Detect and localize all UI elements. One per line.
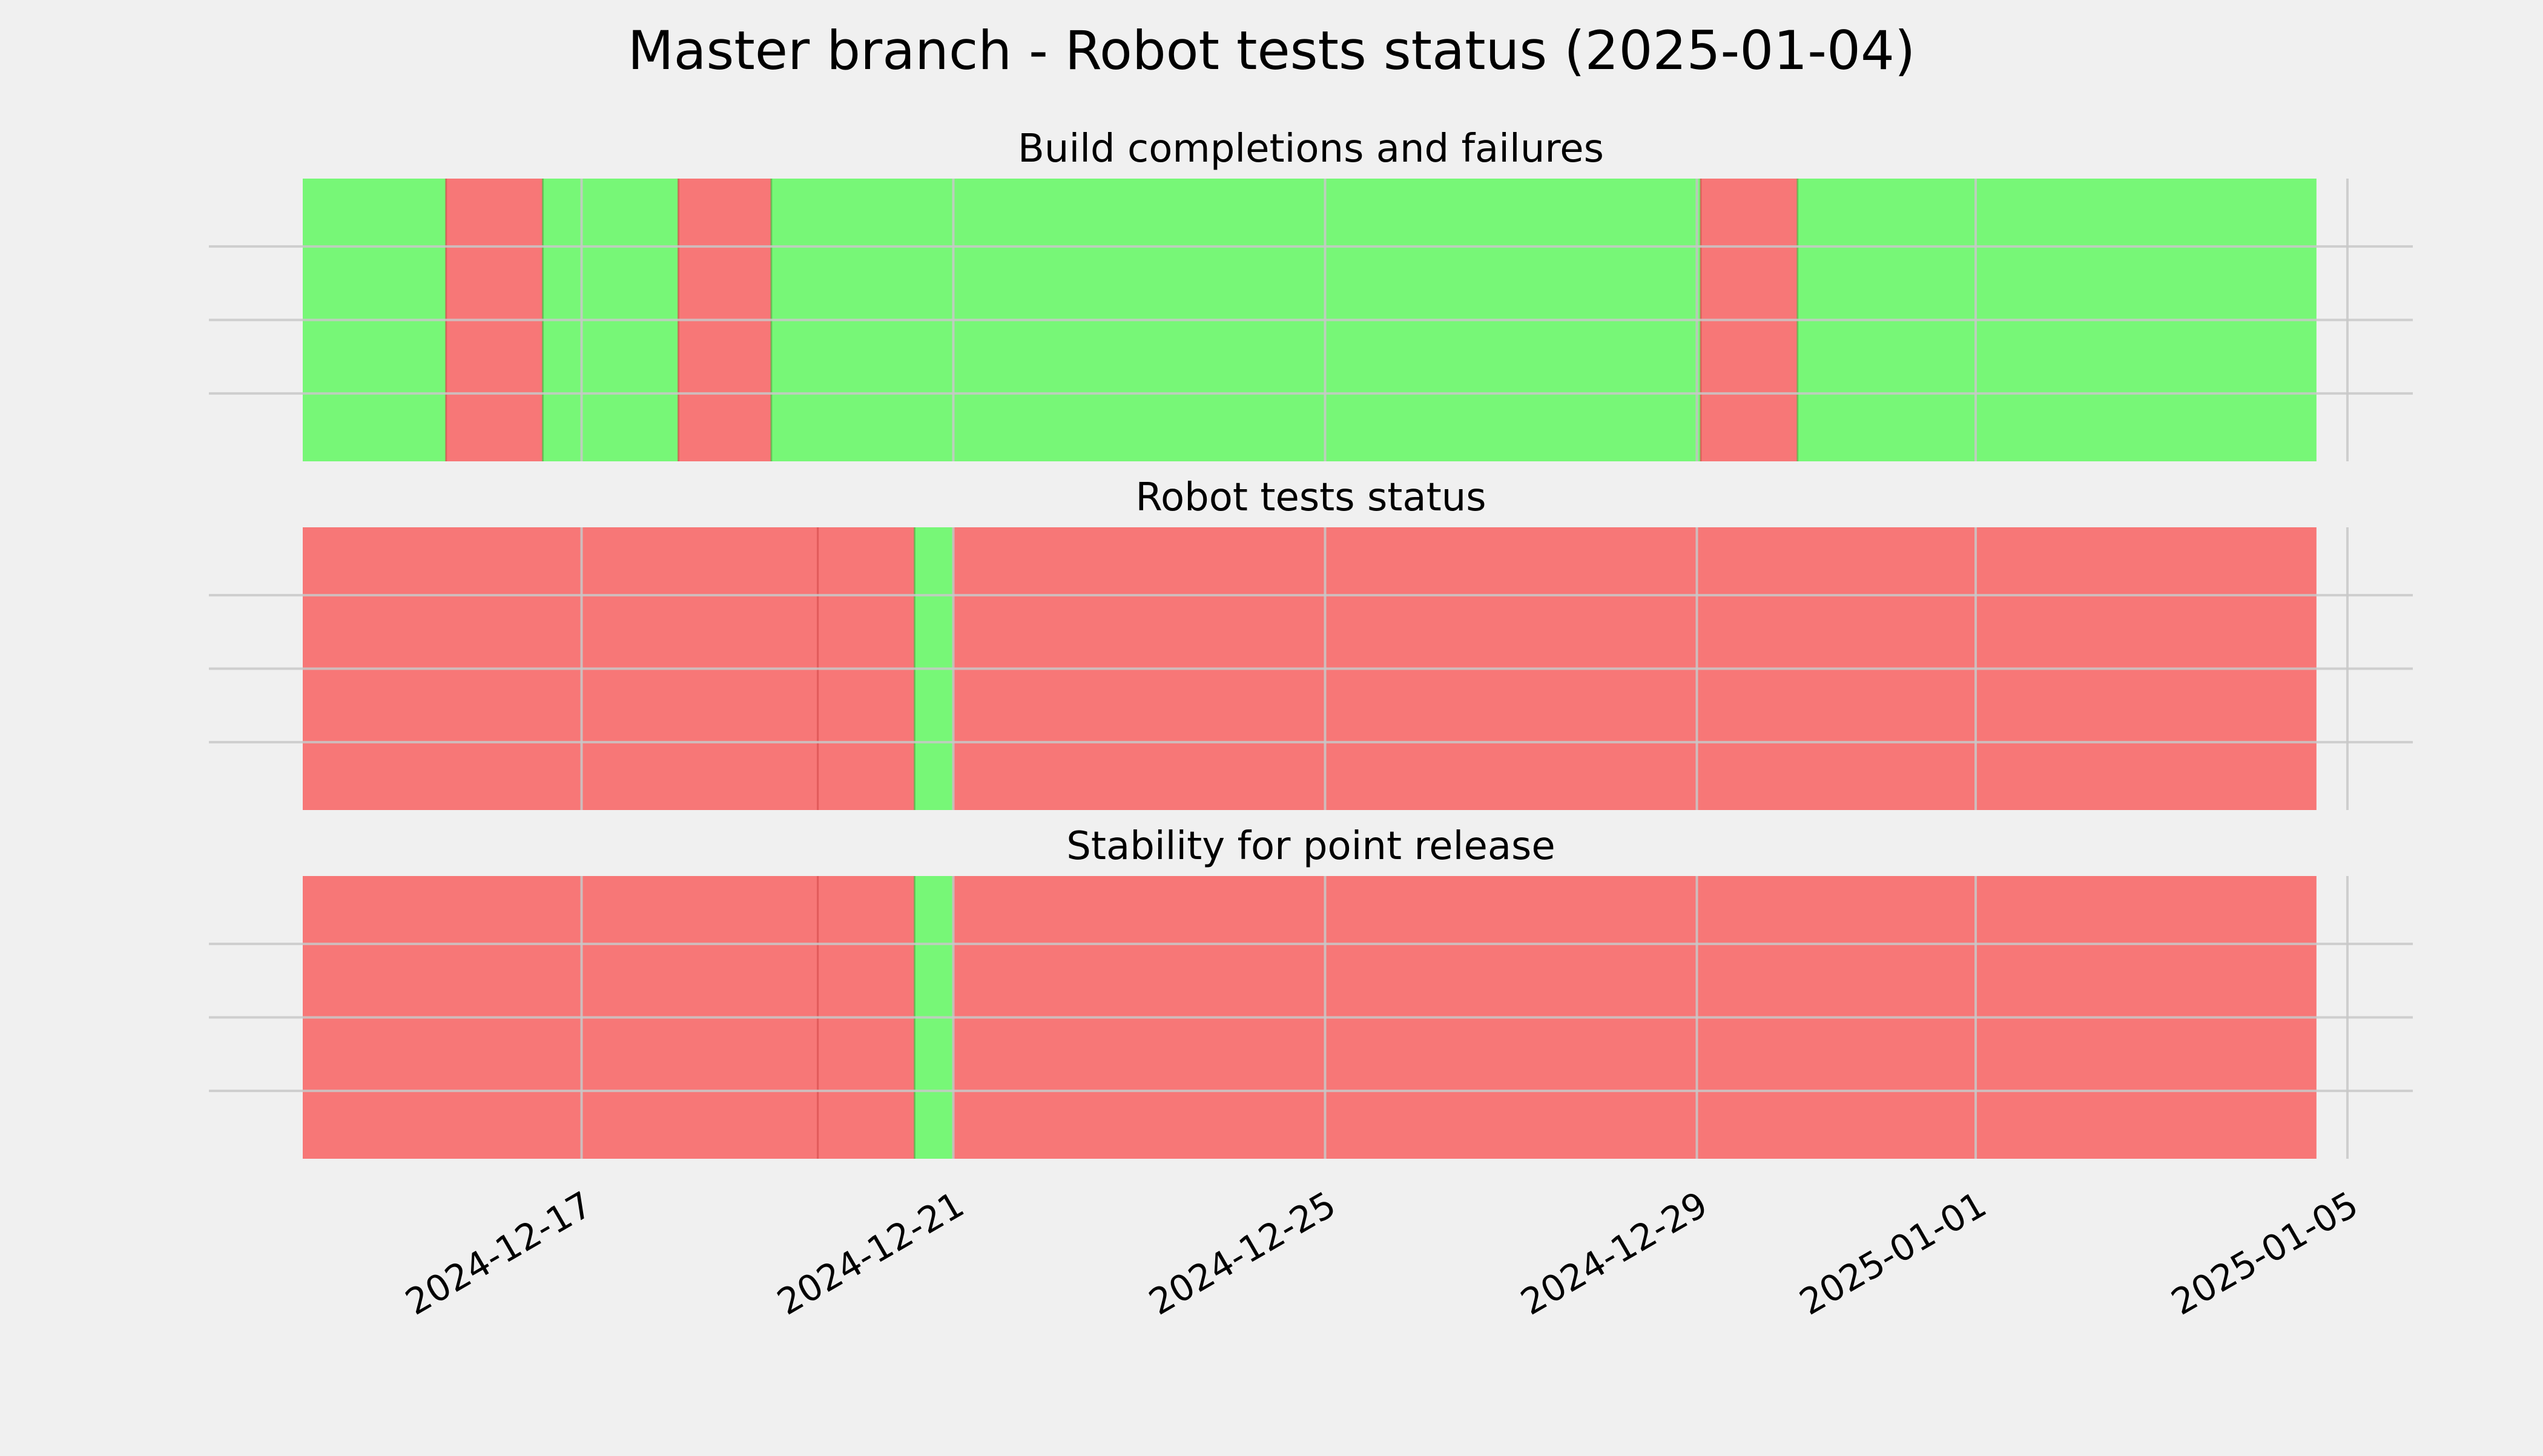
panel-title: Robot tests status bbox=[1135, 475, 1486, 520]
x-tick-label: 2024-12-17 bbox=[398, 1183, 599, 1323]
panel-2: Robot tests status bbox=[209, 475, 2413, 810]
x-tick-label: 2024-12-21 bbox=[770, 1183, 971, 1323]
panel-3: Stability for point release bbox=[209, 824, 2413, 1159]
x-tick-label: 2025-01-05 bbox=[2165, 1183, 2365, 1323]
panel-title: Stability for point release bbox=[1066, 824, 1555, 869]
x-tick-label: 2025-01-01 bbox=[1793, 1183, 1993, 1323]
x-tick-label: 2024-12-25 bbox=[1142, 1183, 1342, 1323]
x-tick-label: 2024-12-29 bbox=[1514, 1183, 1714, 1323]
panel-1: Build completions and failures bbox=[209, 127, 2413, 461]
panel-title: Build completions and failures bbox=[1018, 127, 1604, 171]
chart-title: Master branch - Robot tests status (2025… bbox=[628, 19, 1916, 82]
